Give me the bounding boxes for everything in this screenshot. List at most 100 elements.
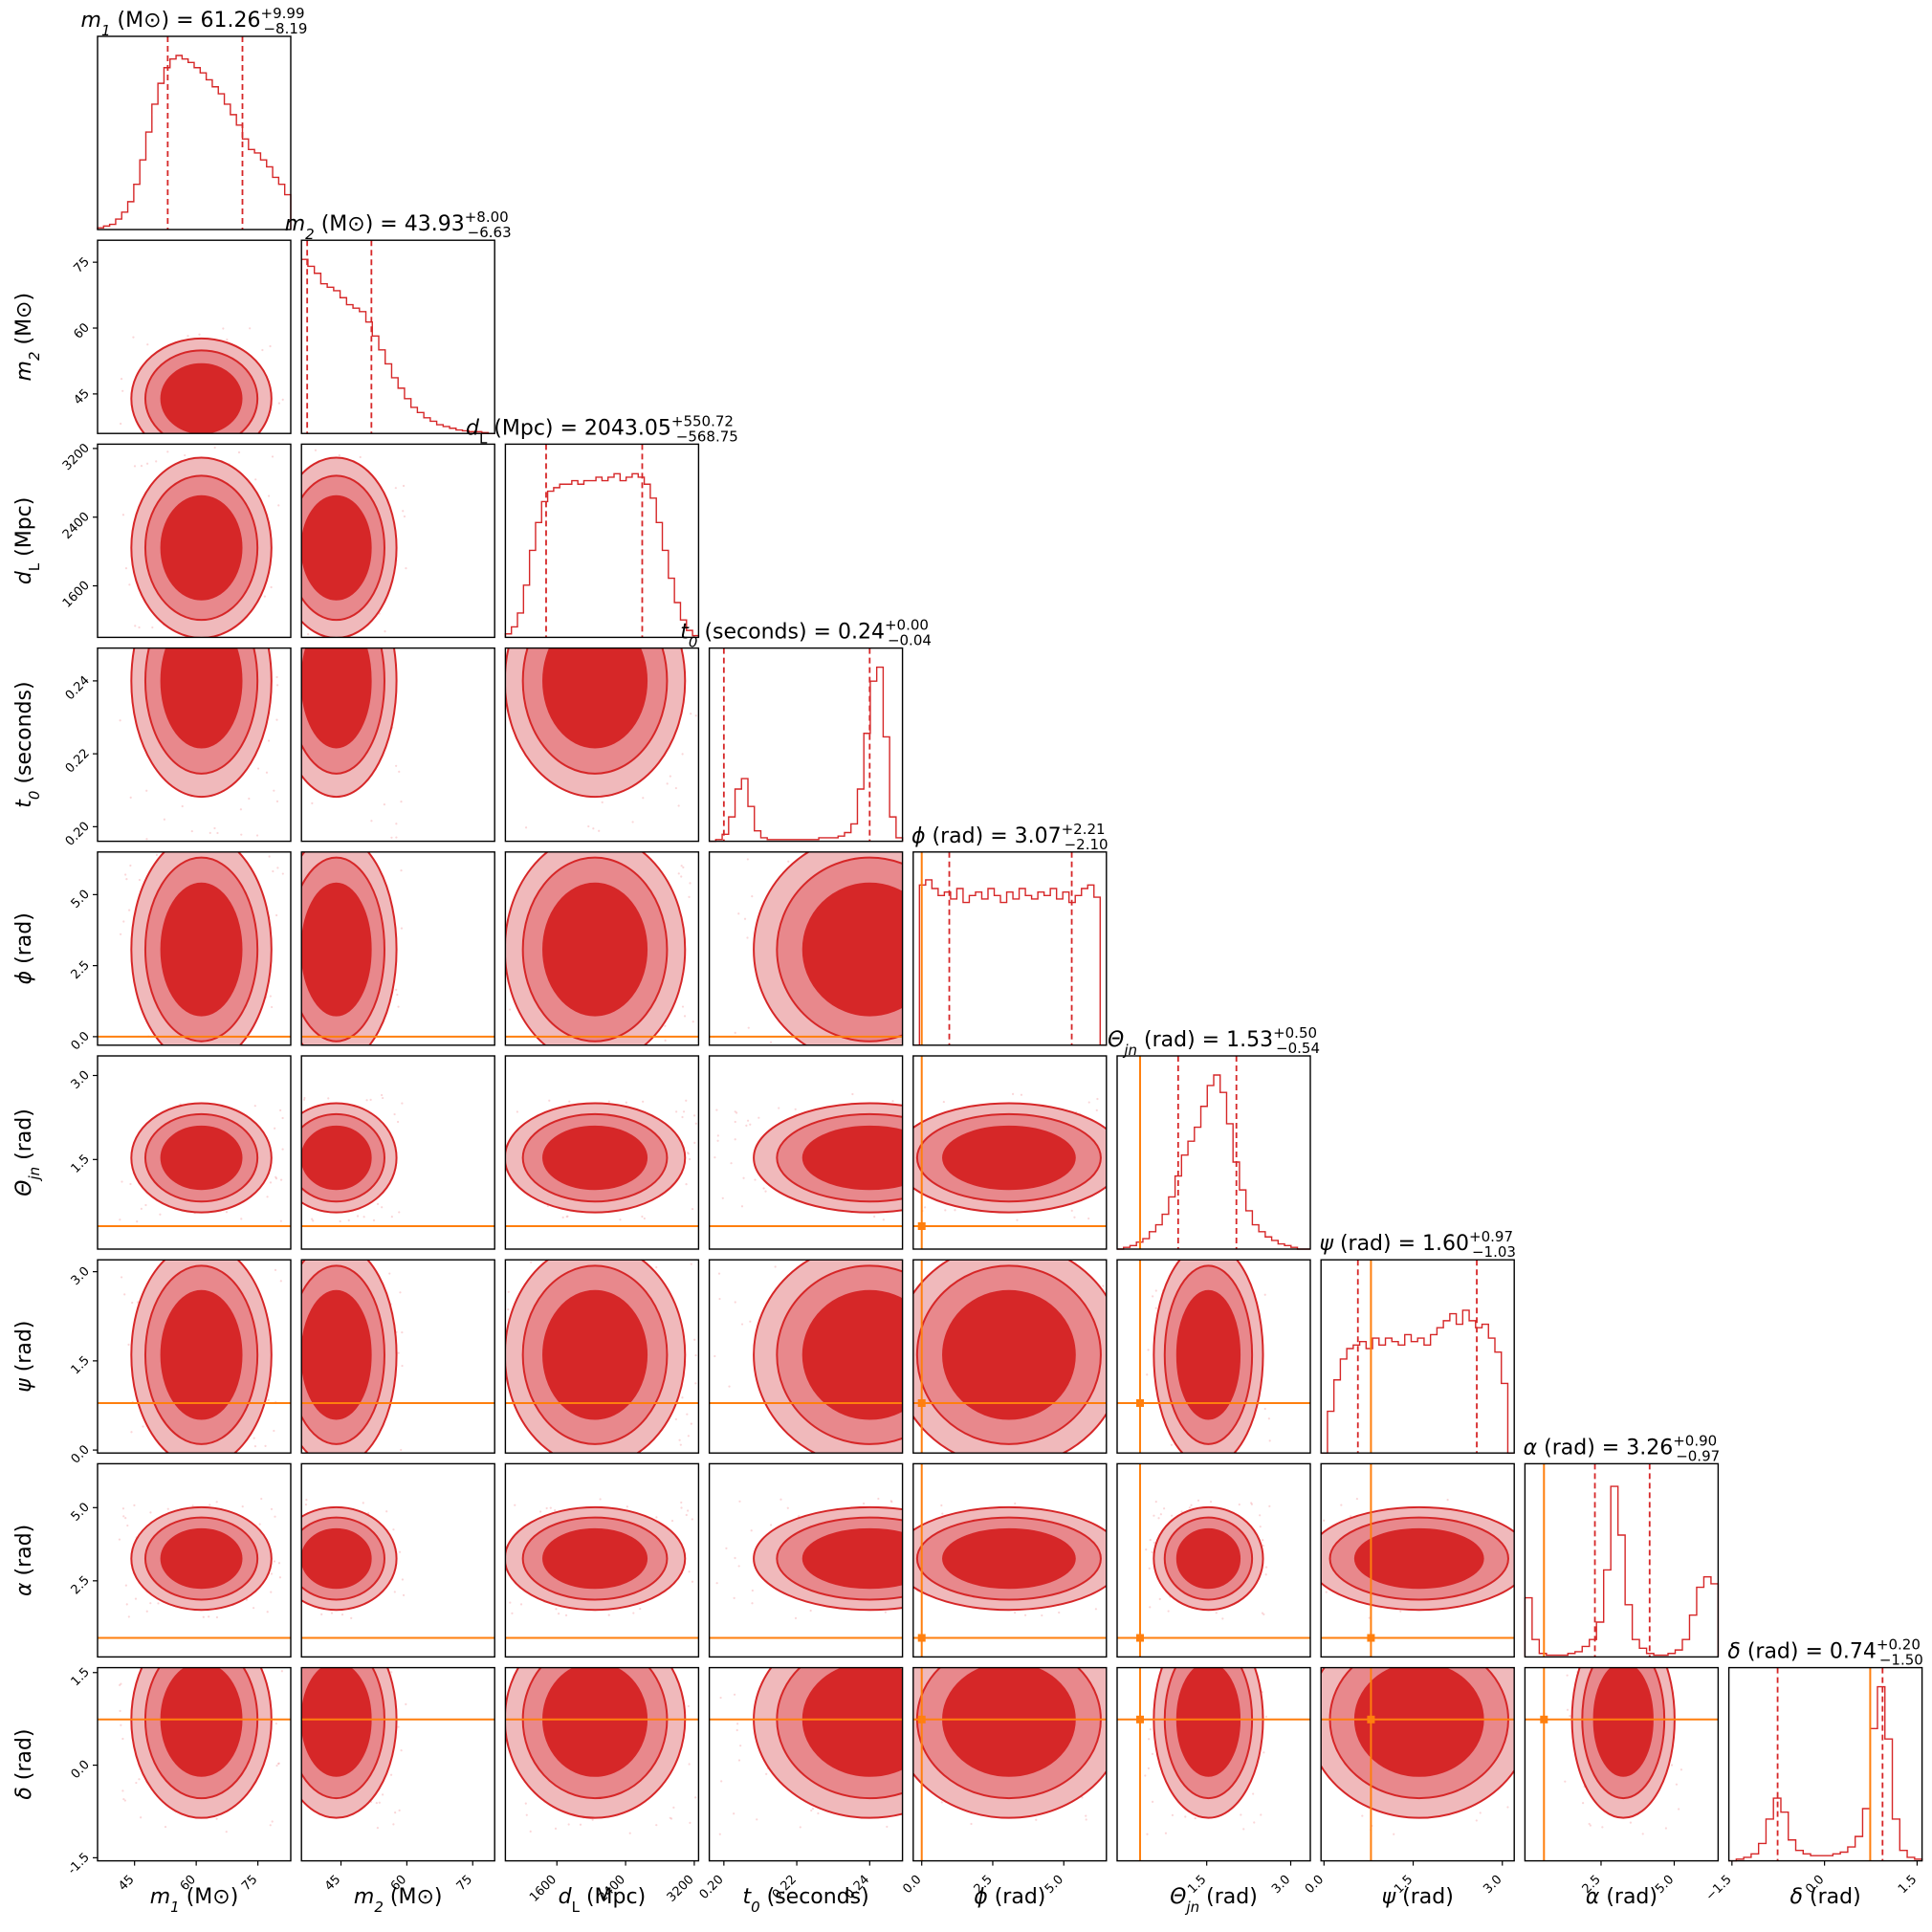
x-axis-label-m2: m2 (M⊙)	[354, 1885, 443, 1916]
panel-theta_jn-hist: Θjn (rad) = 1.53+0.50 −0.54	[1108, 1024, 1320, 1250]
sample-point	[509, 1601, 512, 1604]
sample-point	[271, 1820, 274, 1823]
panel-psi-vs-delta: 0.0 1.5 3.0	[1303, 1666, 1515, 1897]
sample-point	[507, 1290, 510, 1293]
sample-point	[817, 1811, 820, 1815]
sample-point	[144, 1203, 147, 1207]
sample-point	[281, 1116, 284, 1120]
axes-frame	[912, 1259, 1108, 1454]
sample-point	[385, 1510, 388, 1513]
sample-point	[733, 1693, 736, 1696]
sample-point	[1240, 1813, 1242, 1816]
sample-point	[370, 820, 373, 823]
x-axis-label-dL: dL (Mpc)	[559, 1885, 647, 1916]
sample-point	[680, 875, 683, 878]
sample-point	[388, 1272, 391, 1275]
sample-point	[266, 1611, 269, 1614]
axes-frame	[1116, 1666, 1311, 1862]
sample-point	[320, 1613, 323, 1615]
sample-point	[592, 827, 595, 830]
sample-point	[1152, 1295, 1154, 1298]
sample-point	[1260, 1813, 1262, 1816]
sample-point	[677, 872, 680, 875]
sample-point	[735, 1728, 738, 1732]
sample-point	[274, 1127, 276, 1130]
panel-m2-vs-delta: 45 60 75	[300, 1666, 495, 1894]
sample-point	[1262, 1751, 1265, 1754]
sample-point	[889, 1500, 892, 1503]
title-alpha: α (rad) = 3.26+0.90 −0.97	[1524, 1432, 1721, 1464]
sample-point	[395, 836, 398, 839]
sample-point	[685, 1513, 688, 1517]
x-axis-label-theta_jn: Θjn (rad)	[1170, 1885, 1258, 1916]
sample-point	[1154, 1289, 1157, 1292]
y-tick-label: 0.24	[63, 673, 93, 703]
sample-point	[1340, 1504, 1343, 1506]
sample-point	[208, 1615, 210, 1618]
sample-point	[579, 1823, 582, 1826]
axes-frame	[504, 647, 700, 843]
sample-point	[694, 714, 697, 717]
sample-point	[686, 1413, 689, 1416]
sample-point	[688, 1763, 691, 1766]
sample-point	[687, 1704, 691, 1708]
sample-point	[565, 1215, 568, 1218]
sample-point	[1250, 1502, 1253, 1504]
sample-point	[1355, 1497, 1359, 1501]
x-tick-label: 1600	[527, 1873, 560, 1905]
y-tick-label: 0.20	[63, 820, 93, 849]
sample-point	[393, 1112, 396, 1116]
contour-core	[801, 1289, 903, 1420]
sample-point	[1629, 1821, 1633, 1824]
sample-point	[924, 1206, 927, 1209]
sample-point	[524, 1802, 527, 1805]
sample-point	[330, 1612, 334, 1614]
sample-point	[509, 1008, 512, 1011]
panel-dL-vs-alpha	[504, 1462, 700, 1658]
sample-point	[1475, 1819, 1478, 1822]
axes-frame	[300, 851, 495, 1046]
sample-point	[1479, 1811, 1482, 1814]
y-tick-label: -1.5	[65, 1851, 93, 1878]
sample-point	[886, 1825, 889, 1829]
sample-point	[128, 583, 131, 586]
sample-point	[733, 1812, 735, 1815]
sample-point	[254, 478, 257, 481]
sample-point	[720, 1780, 723, 1783]
sample-point	[970, 1822, 973, 1826]
y-axis-label-dL: dL (Mpc)	[12, 497, 43, 585]
axes-frame	[97, 35, 292, 231]
sample-point	[591, 1818, 594, 1821]
sample-point	[270, 1572, 274, 1575]
sample-point	[280, 1670, 283, 1673]
histogram-theta_jn	[1117, 1074, 1310, 1250]
sample-point	[155, 460, 158, 463]
sample-point	[1081, 1796, 1084, 1799]
sample-point	[267, 494, 271, 497]
sample-point	[121, 1180, 123, 1183]
axes-frame	[97, 851, 292, 1046]
sample-point	[690, 713, 692, 715]
sample-point	[549, 1506, 552, 1509]
sample-point	[166, 1507, 169, 1510]
panel-m1-vs-alpha: 2.5 5.0	[69, 1462, 292, 1658]
sample-point	[734, 1120, 736, 1124]
sample-point	[264, 1444, 267, 1447]
sample-point	[381, 1206, 384, 1209]
sample-point	[555, 1608, 558, 1611]
histogram-t0	[709, 666, 904, 843]
sample-point	[119, 719, 121, 722]
sample-point	[694, 1382, 697, 1385]
panel-dL-vs-t0	[504, 647, 700, 843]
sample-point	[269, 344, 272, 348]
sample-point	[1188, 1506, 1192, 1509]
axes-frame	[97, 239, 292, 434]
sample-point	[863, 1502, 866, 1505]
sample-point	[734, 1301, 736, 1304]
sample-point	[692, 1021, 694, 1023]
sample-point	[1264, 1573, 1267, 1576]
sample-point	[762, 1187, 765, 1190]
panel-delta-hist: δ (rad) = 0.74+0.20 −1.50−1.5 0.0 1.5	[1703, 1636, 1923, 1904]
sample-point	[273, 789, 275, 792]
